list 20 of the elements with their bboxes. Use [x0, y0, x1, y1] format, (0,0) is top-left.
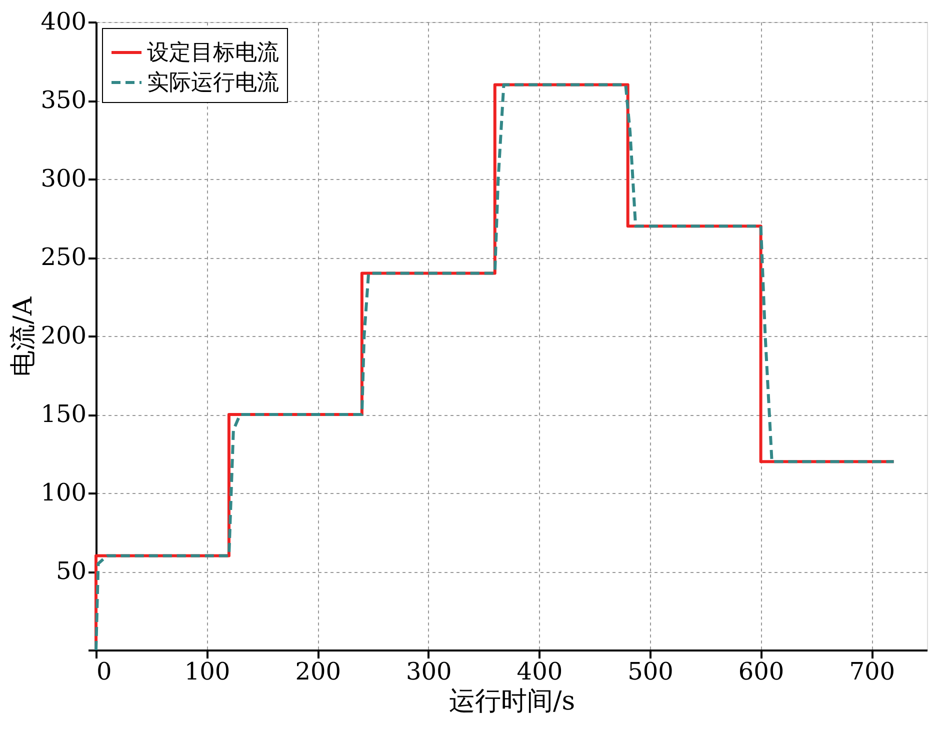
- x-tick-label: 500: [628, 658, 674, 686]
- x-tick-label: 700: [849, 658, 896, 686]
- x-tick-label: 100: [184, 658, 230, 686]
- y-tick-label: 100: [40, 478, 86, 506]
- x-axis-title: 运行时间/s: [448, 686, 576, 716]
- x-tick-label: 400: [516, 658, 563, 686]
- y-tick-label: 400: [40, 8, 86, 36]
- x-tick-label: 600: [738, 658, 784, 686]
- y-tick-label: 300: [40, 164, 86, 192]
- y-tick-label: 50: [56, 557, 86, 585]
- y-tick-label: 350: [40, 86, 86, 114]
- x-tick-label: 200: [295, 658, 342, 686]
- x-tick-label: 0: [96, 658, 112, 686]
- y-axis-title: 电流/A: [8, 296, 39, 376]
- y-tick-label: 200: [40, 322, 86, 350]
- legend-label: 设定目标电流: [147, 40, 279, 66]
- legend-label: 实际运行电流: [147, 70, 279, 96]
- x-tick-label: 300: [406, 658, 452, 686]
- y-tick-label: 150: [40, 400, 86, 428]
- y-tick-label: 250: [40, 243, 86, 271]
